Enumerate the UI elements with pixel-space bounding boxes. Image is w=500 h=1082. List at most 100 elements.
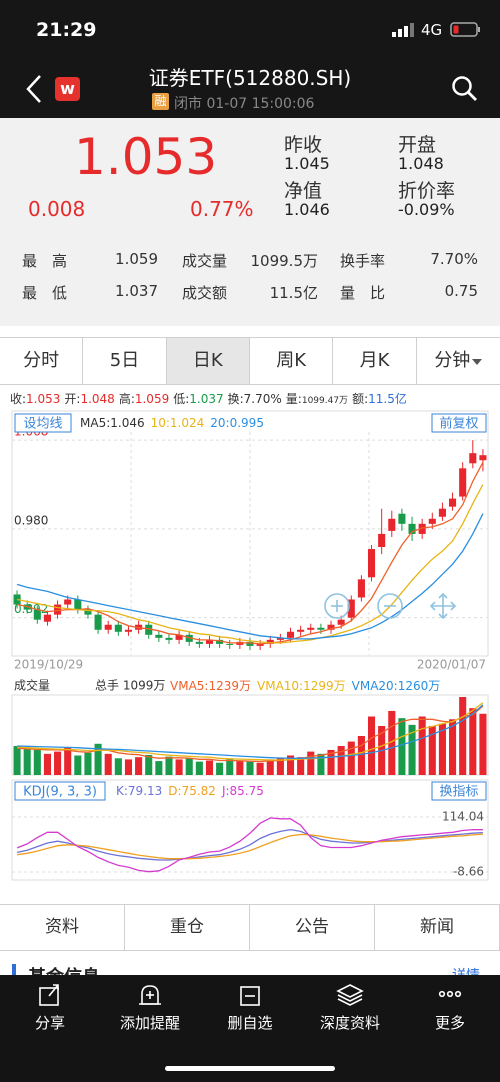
period-tab[interactable]: 5日 — [83, 338, 167, 384]
back-button[interactable] — [24, 74, 44, 104]
volume-bar — [317, 753, 325, 775]
legend-value: 1.024 — [170, 416, 204, 430]
zoom-out[interactable] — [377, 593, 403, 619]
candle-body — [307, 627, 315, 630]
share-icon — [39, 984, 59, 1006]
period-tab[interactable]: 周K — [250, 338, 334, 384]
candle-body — [378, 533, 386, 548]
detail-tab[interactable]: 重仓 — [125, 905, 250, 950]
field-value: -0.09% — [398, 200, 455, 219]
tab-bar — [0, 337, 500, 385]
legend: MA5:1.046 10:1.024 20:0.995 — [80, 416, 264, 430]
home-indicator — [165, 1066, 335, 1071]
period-tab[interactable]: 日K — [166, 338, 250, 384]
price-change: 0.008 — [28, 197, 86, 221]
toolbar-item[interactable]: 添加提醒 — [119, 1014, 180, 1032]
y-tick-label: 114.04 — [442, 810, 484, 824]
info-item: 高:1.059 — [119, 390, 169, 406]
legend-name: 20: — [210, 416, 229, 430]
chart-button[interactable] — [431, 781, 487, 801]
pan-control[interactable] — [429, 592, 457, 620]
field-label: 开盘 — [398, 134, 437, 156]
toolbar-item[interactable]: 分享 — [34, 1014, 65, 1032]
detail-tab[interactable]: 新闻 — [375, 905, 500, 950]
more-icon — [438, 990, 462, 998]
volume-bar — [428, 725, 436, 775]
period-tab[interactable]: 分钟 — [417, 338, 500, 384]
search-button[interactable] — [450, 74, 480, 104]
candle-body — [33, 609, 41, 620]
volume-bar — [205, 760, 214, 775]
stat-label: 最 低 — [22, 284, 68, 302]
candle-body — [165, 637, 173, 640]
legend-value: 75.82 — [182, 784, 216, 798]
chart-button-label: 前复权 — [439, 416, 478, 432]
info-label: 额: — [352, 392, 369, 406]
stat-value: 11.5亿 — [269, 284, 318, 302]
chart-button[interactable] — [14, 413, 72, 433]
info-value: 1.048 — [80, 392, 115, 406]
candle-body — [84, 609, 92, 615]
zoom-in[interactable] — [324, 593, 350, 619]
legend-value: 85.75 — [230, 784, 264, 798]
stat-value: 1.037 — [115, 282, 158, 300]
toolbar-item[interactable]: 删自选 — [227, 1014, 273, 1032]
candle-body — [216, 639, 224, 644]
plot-layer: 1.0680.9800.892设均线MA5:1.04610:1.02420:0.… — [12, 413, 488, 879]
detail-tab[interactable]: 资料 — [0, 905, 125, 950]
x-label: 2019/10/29 — [14, 658, 83, 672]
volume-bar — [297, 757, 305, 775]
volume-bar — [337, 746, 345, 775]
field-label: 昨收 — [284, 134, 323, 156]
chart-button[interactable] — [431, 413, 487, 433]
candle-body — [428, 518, 436, 524]
clock: 21:29 — [36, 19, 97, 41]
volume-bar — [367, 716, 376, 775]
detail-tab[interactable]: 公告 — [250, 905, 375, 950]
toolbar-item[interactable]: 深度资料 — [319, 1014, 380, 1032]
candle-body — [54, 604, 62, 615]
volume-bar — [104, 753, 112, 775]
candle-body — [145, 624, 153, 635]
stat-value: 7.70% — [430, 250, 478, 268]
volume-bar — [195, 761, 203, 775]
candle-body — [155, 634, 163, 638]
candle-body — [226, 643, 234, 645]
vma-line — [17, 704, 484, 759]
volume-bar — [276, 758, 284, 775]
volume-bar — [266, 759, 274, 775]
legend-name: VMA5: — [170, 679, 208, 693]
candle-body — [418, 523, 426, 534]
volume-bar — [418, 716, 426, 775]
candle-body — [337, 619, 345, 625]
legend-value: 1260万 — [398, 679, 441, 693]
volume-bar — [449, 719, 457, 775]
period-tab[interactable]: 月K — [333, 338, 417, 384]
alert-icon — [139, 985, 161, 1005]
volume-total: 总手 1099万 — [95, 679, 165, 693]
legend-value: 0.995 — [230, 416, 264, 430]
volume-bar — [13, 746, 21, 775]
legend-name: MA5: — [80, 416, 110, 430]
candle-body — [104, 624, 112, 630]
legend-name: 10: — [151, 416, 170, 430]
volume-bar — [185, 758, 193, 775]
volume-bar — [216, 762, 224, 775]
stat-label: 量 比 — [340, 284, 386, 302]
candle-body — [297, 629, 305, 632]
candle-body — [124, 629, 133, 632]
last-price: 1.053 — [74, 128, 218, 186]
ma-line — [16, 484, 484, 644]
toolbar-item[interactable]: 更多 — [434, 1014, 465, 1032]
chart-button[interactable] — [14, 781, 106, 801]
toolbar-icons — [39, 984, 462, 1006]
volume-bar — [236, 761, 244, 775]
candle-body — [327, 624, 335, 630]
kdj-line — [16, 817, 483, 873]
volume-bar — [398, 718, 406, 775]
legend-value: 1299万 — [303, 679, 346, 693]
info-value: 11.5亿 — [368, 392, 407, 406]
period-tab[interactable]: 分时 — [0, 338, 84, 384]
candle-body — [276, 637, 284, 640]
